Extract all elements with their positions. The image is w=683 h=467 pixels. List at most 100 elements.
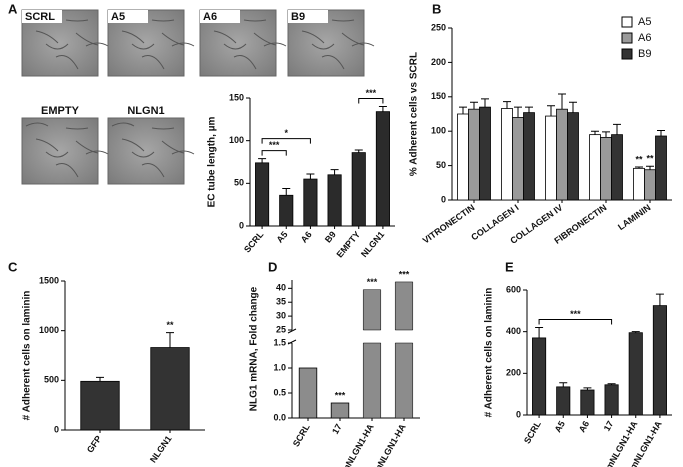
bar [501, 108, 513, 201]
error-bar [525, 106, 533, 113]
bar [580, 389, 595, 416]
y-tick-label: 0 [239, 220, 244, 230]
error-bar [306, 173, 315, 180]
error-bar [535, 327, 544, 338]
significance-label: *** [335, 390, 346, 400]
y-tick-label: 400 [506, 326, 521, 336]
cell-network [55, 55, 79, 70]
y-tick-label: 1000 [39, 325, 59, 335]
cell-network [151, 127, 175, 130]
significance-bracket [538, 319, 613, 325]
y-axis-label: % Adherent cells vs SCRL [409, 52, 420, 176]
bar [279, 194, 294, 227]
cell-network [243, 19, 267, 22]
legend-swatch [621, 48, 633, 60]
y-tick-label: 35 [276, 297, 286, 307]
axis-break [287, 328, 297, 334]
y-tick-label: 0.5 [273, 387, 286, 397]
cell-network [65, 19, 89, 22]
cell-network [25, 122, 49, 127]
bar [457, 113, 469, 201]
error-bar [547, 105, 555, 117]
bar [567, 112, 579, 201]
panel-letter: E [505, 259, 514, 274]
error-bar [459, 106, 467, 114]
cell-network [85, 42, 109, 47]
error-bar [166, 332, 174, 348]
legend-label: B9 [638, 48, 651, 60]
y-axis-label: EC tube length, µm [207, 117, 218, 208]
cell-network [65, 127, 89, 130]
legend-label: A6 [638, 32, 651, 44]
y-tick-label: 200 [506, 368, 521, 378]
error-bar [514, 106, 522, 118]
label-bg [200, 10, 240, 23]
y-axis-label: # Adherent cells on laminin [484, 288, 495, 418]
bar [600, 136, 612, 201]
cell-network [351, 42, 375, 47]
error-bar [378, 106, 387, 112]
significance-bracket [261, 150, 287, 156]
cell-network [253, 32, 277, 46]
y-tick-label: 1.0 [273, 362, 286, 372]
bar [298, 367, 318, 419]
y-tick-label: 150 [229, 92, 244, 102]
cell-network [151, 19, 175, 22]
error-bar [613, 123, 621, 135]
bar [652, 305, 667, 416]
cell-network [263, 42, 287, 47]
error-bar [602, 131, 610, 138]
y-tick-label: 600 [506, 284, 521, 294]
significance-label: ** [646, 154, 654, 164]
error-bar [470, 101, 478, 110]
y-tick-label: 30 [276, 310, 286, 320]
bar [150, 347, 190, 431]
error-bar [631, 331, 640, 333]
cell-network [233, 55, 257, 70]
y-tick-label: 1500 [39, 275, 59, 285]
y-tick-label: 0.0 [273, 412, 286, 422]
cell-network [141, 55, 165, 70]
panel-letter: B [432, 1, 441, 16]
error-bar [635, 166, 643, 169]
cell-network [341, 32, 365, 46]
error-bar [559, 382, 568, 387]
significance-label: *** [367, 277, 378, 287]
image-label: A5 [111, 11, 125, 23]
bar [512, 117, 524, 201]
y-tick-label: 500 [44, 375, 59, 385]
cell-network [223, 43, 247, 50]
y-tick-label: 0 [516, 409, 521, 419]
micrograph [107, 117, 185, 185]
bar [362, 289, 382, 419]
image-label: EMPTY [41, 105, 80, 117]
cell-network [121, 30, 145, 44]
x-tick-label: A6 [577, 419, 591, 434]
error-bar [282, 187, 291, 196]
cell-network [45, 151, 69, 158]
y-axis-label: NLG1 mRNA, Fold change [249, 286, 260, 411]
bar [351, 152, 366, 227]
x-tick-label: 17 [602, 419, 616, 433]
error-bar [569, 101, 577, 113]
cell-network [141, 163, 165, 178]
significance-bracket [358, 98, 384, 104]
cell-network [131, 151, 155, 158]
error-bar [481, 98, 489, 108]
cell-network [75, 32, 99, 46]
significance-label: *** [269, 140, 280, 150]
legend-swatch [621, 32, 633, 44]
cell-network [171, 42, 195, 47]
panel-letter: C [8, 259, 18, 274]
error-bar [558, 93, 566, 110]
bar [532, 337, 547, 416]
error-bar [655, 293, 664, 306]
bar [604, 384, 619, 416]
cell-network [35, 30, 59, 44]
cell-network [85, 150, 109, 155]
error-bar [96, 376, 104, 382]
bar [523, 112, 535, 201]
bar [655, 135, 667, 201]
cell-network [131, 43, 155, 50]
cell-network [301, 30, 325, 44]
